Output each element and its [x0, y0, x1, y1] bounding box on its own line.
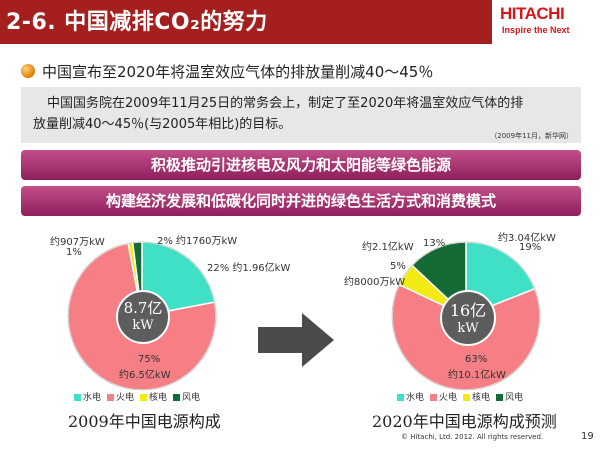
bullet-text: 中国宣布至2020年将温室效应气体的排放量削减40～45％ [42, 63, 434, 81]
legend-hydro: 水电 [74, 390, 101, 403]
chart-2020-hydro-pct: 19% [519, 242, 542, 253]
logo-text: HITACHI [500, 4, 565, 23]
chart-2009-total-value: 8.7亿 [123, 299, 163, 317]
chart-2009-hydro-label: 22% 约1.96亿kW [207, 263, 291, 274]
notice-text: 中国国务院在2009年11月25日的常务会上，制定了至2020年将温室效应气体的… [33, 93, 575, 135]
chart-2020-thermal-pct: 63% [465, 354, 488, 365]
chart-2009-thermal-amount: 约6.5亿kW [119, 370, 171, 381]
logo: HITACHI Inspire the Next [492, 0, 600, 44]
bullet-icon [21, 64, 35, 78]
chart-2009-wind-pct: 2% 约1760万kW [157, 236, 238, 247]
chart-2009-thermal-pct: 75% [138, 354, 161, 365]
banner-green-energy: 积极推动引进核电及风力和太阳能等绿色能源 [21, 150, 581, 180]
notice-box: 中国国务院在2009年11月25日的常务会上，制定了至2020年将温室效应气体的… [21, 87, 581, 143]
chart-2020-total-unit: kW [457, 321, 479, 336]
legend-wind: 风电 [496, 390, 523, 403]
header-bar: 2-6. 中国减排CO₂的努力 HITACHI Inspire the Next [0, 0, 600, 44]
chart-2009-legend: 水电 火电 核电 风电 [74, 390, 200, 403]
legend-nuclear: 核电 [140, 390, 167, 403]
chart-2020-total-value: 16亿 [449, 301, 487, 320]
notice-source: （2009年11月，新华网） [490, 132, 573, 140]
chart-2020-wind-pct: 13% [423, 238, 446, 249]
chart-2009-total: 8.7亿 kW [116, 290, 170, 344]
legend-thermal-label: 火电 [116, 393, 135, 403]
chart-2020-caption: 2020年中国电源构成预测 [372, 412, 557, 431]
chart-2020-nuclear-amount: 约8000万kW [344, 277, 406, 288]
banner-low-carbon: 构建经济发展和低碳化同时并进的绿色生活方式和消费模式 [21, 186, 581, 216]
legend-nuclear-label: 核电 [472, 393, 491, 403]
legend-hydro: 水电 [397, 390, 424, 403]
page-title: 2-6. 中国减排CO₂的努力 [6, 10, 268, 35]
chart-2009-total-unit: kW [132, 318, 154, 333]
legend-wind-label: 风电 [182, 393, 201, 403]
notice-line-1: 中国国务院在2009年11月25日的常务会上，制定了至2020年将温室效应气体的… [47, 96, 524, 111]
legend-hydro-label: 水电 [83, 393, 102, 403]
chart-2020-total: 16亿 kW [440, 290, 496, 346]
legend-thermal-label: 火电 [439, 393, 458, 403]
legend-hydro-label: 水电 [406, 393, 425, 403]
legend-wind: 风电 [173, 390, 200, 403]
legend-nuclear-label: 核电 [149, 393, 168, 403]
legend-wind-label: 风电 [505, 393, 524, 403]
chart-2009-caption: 2009年中国电源构成 [68, 412, 221, 431]
notice-line-2: 放量削减40～45％(与2005年相比)的目标。 [33, 117, 292, 132]
chart-2020-hydro-amount: 约3.04亿kW [498, 233, 556, 244]
chart-2020-legend: 水电 火电 核电 风电 [397, 390, 523, 403]
legend-thermal: 火电 [107, 390, 134, 403]
chart-2020-nuclear-pct: 5% [390, 261, 406, 272]
page-number: 19 [581, 431, 594, 442]
chart-2009-wind-amount: 约907万kW [50, 237, 105, 248]
logo-tagline: Inspire the Next [502, 25, 570, 35]
legend-nuclear: 核电 [463, 390, 490, 403]
chart-2009-nuclear-pct: 1% [66, 247, 82, 258]
chart-2020-thermal-amount: 约10.1亿kW [448, 370, 506, 381]
arrow-right-icon [258, 313, 334, 367]
chart-2020-wind-amount: 约2.1亿kW [362, 242, 414, 253]
legend-thermal: 火电 [430, 390, 457, 403]
copyright: © Hitachi, Ltd. 2012. All rights reserve… [401, 433, 544, 441]
